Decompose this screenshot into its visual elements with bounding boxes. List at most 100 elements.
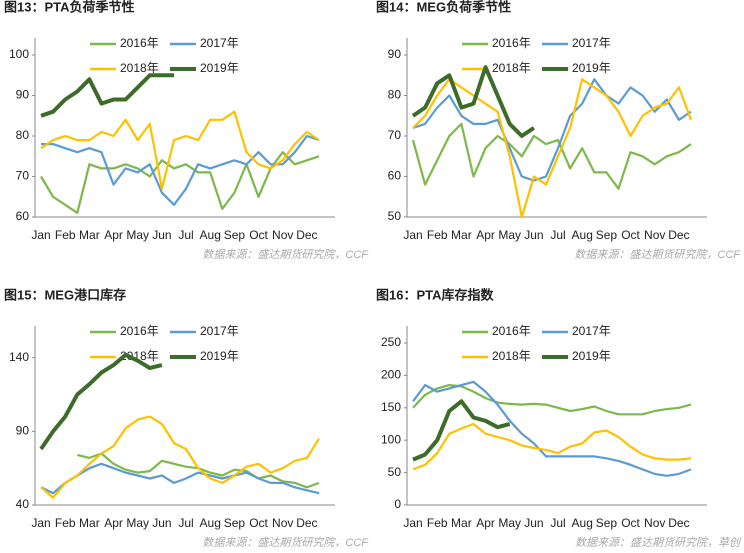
series-line [411, 122, 692, 190]
y-tick-label: 60 [388, 169, 402, 183]
x-tick-label: Nov [644, 516, 665, 530]
series-line [412, 384, 692, 416]
series-line [40, 462, 320, 495]
y-tick-label: 200 [381, 368, 401, 382]
x-tick-label: Jul [550, 228, 565, 242]
y-tick-label: 70 [16, 169, 30, 183]
x-tick-label: Dec [668, 516, 689, 530]
x-tick-label: Sep [224, 228, 246, 242]
x-tick-label: Jun [524, 228, 543, 242]
x-tick-label: Apr [104, 516, 123, 530]
x-tick-label: Dec [668, 228, 689, 242]
y-tick-label: 70 [388, 128, 402, 142]
x-tick-label: Mar [451, 228, 472, 242]
series-line [40, 151, 320, 214]
source-note: 数据来源：盛达期货研究院，草创 [575, 536, 742, 549]
legend-label: 2018年 [120, 61, 159, 75]
x-tick-label: Jul [550, 516, 565, 530]
x-tick-label: Feb [427, 228, 448, 242]
x-tick-label: Apr [476, 516, 495, 530]
x-tick-label: Jun [152, 516, 171, 530]
x-tick-label: Mar [451, 516, 472, 530]
x-tick-label: Dec [296, 228, 317, 242]
x-tick-label: Jan [31, 516, 50, 530]
series-line [40, 415, 320, 499]
y-tick-label: 0 [394, 497, 401, 511]
y-tick-label: 90 [16, 88, 30, 102]
x-tick-label: Mar [79, 516, 100, 530]
x-tick-label: Sep [224, 516, 246, 530]
legend-label: 2018年 [492, 61, 531, 75]
legend-label: 2019年 [572, 349, 611, 363]
legend-label: 2016年 [492, 36, 531, 50]
x-tick-label: Jun [152, 228, 171, 242]
x-tick-label: May [126, 228, 149, 242]
x-tick-label: Feb [427, 516, 448, 530]
y-tick-label: 140 [9, 350, 29, 364]
x-tick-label: Aug [572, 516, 593, 530]
x-tick-label: Jan [403, 228, 422, 242]
y-tick-label: 150 [381, 400, 401, 414]
series-line [41, 134, 320, 206]
x-tick-label: Nov [272, 228, 293, 242]
series-line [412, 422, 692, 471]
series-line [411, 65, 536, 138]
series-line [39, 352, 163, 451]
series-line [412, 399, 511, 462]
legend-label: 2018年 [120, 349, 159, 363]
legend-label: 2017年 [572, 324, 611, 338]
x-tick-label: Nov [644, 228, 665, 242]
x-tick-label: Aug [572, 228, 593, 242]
legend-label: 2018年 [492, 349, 531, 363]
source-note: 数据来源：盛达期货研究院，CCF [202, 536, 369, 549]
legend-label: 2016年 [120, 36, 159, 50]
y-tick-label: 90 [16, 424, 30, 438]
legend-label: 2017年 [200, 324, 239, 338]
x-tick-label: Nov [272, 516, 293, 530]
chart-title: 图13：PTA负荷季节性 [4, 0, 135, 14]
x-tick-label: Apr [476, 228, 495, 242]
legend-label: 2019年 [572, 61, 611, 75]
y-tick-label: 250 [381, 335, 401, 349]
x-tick-label: Aug [200, 228, 221, 242]
y-tick-label: 100 [9, 47, 29, 61]
chart-title: 图16：PTA库存指数 [376, 287, 494, 302]
source-note: 数据来源：盛达期货研究院，CCF [574, 248, 741, 261]
y-tick-label: 50 [388, 465, 402, 479]
y-tick-label: 90 [388, 47, 402, 61]
legend-label: 2016年 [492, 324, 531, 338]
series-line [412, 78, 693, 219]
y-tick-label: 60 [16, 209, 30, 223]
source-note: 数据来源：盛达期货研究院，CCF [202, 248, 369, 261]
y-tick-label: 100 [381, 432, 401, 446]
x-tick-label: Jul [178, 516, 193, 530]
y-tick-label: 80 [388, 88, 402, 102]
x-tick-label: Jan [31, 228, 50, 242]
x-tick-label: Apr [104, 228, 123, 242]
series-line [412, 78, 692, 182]
x-tick-label: Oct [249, 516, 268, 530]
x-tick-label: Jun [524, 516, 543, 530]
x-tick-label: Jul [178, 228, 193, 242]
x-tick-label: Aug [200, 516, 221, 530]
series-line [40, 110, 320, 190]
x-tick-label: May [498, 228, 521, 242]
x-tick-label: Oct [621, 516, 640, 530]
x-tick-label: Mar [79, 228, 100, 242]
legend-label: 2019年 [200, 349, 239, 363]
y-tick-label: 50 [388, 209, 402, 223]
y-tick-label: 80 [16, 128, 30, 142]
x-tick-label: Sep [596, 228, 618, 242]
y-tick-label: 40 [16, 497, 30, 511]
x-tick-label: Jan [403, 516, 422, 530]
x-tick-label: Oct [249, 228, 268, 242]
chart-title: 图14：MEG负荷季节性 [376, 0, 511, 14]
legend-label: 2016年 [120, 324, 159, 338]
x-tick-label: Feb [55, 228, 76, 242]
legend-label: 2017年 [572, 36, 611, 50]
x-tick-label: Feb [55, 516, 76, 530]
legend-label: 2017年 [200, 36, 239, 50]
series-line [412, 380, 692, 477]
x-tick-label: Sep [596, 516, 618, 530]
